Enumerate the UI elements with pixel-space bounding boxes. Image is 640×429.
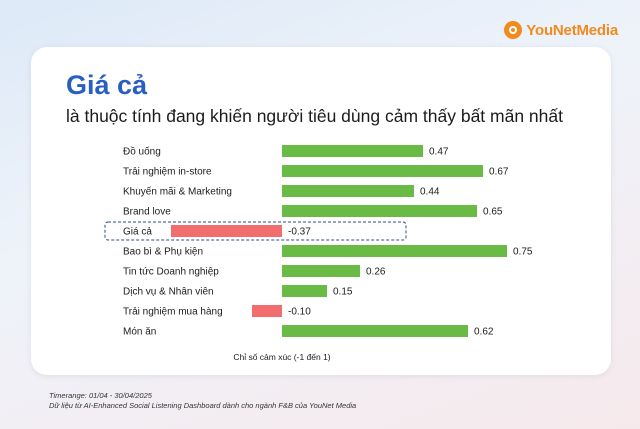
value-label: 0.65 <box>483 207 503 218</box>
category-label: Món ăn <box>123 327 156 338</box>
bar <box>282 265 360 277</box>
value-label: -0.37 <box>288 227 311 238</box>
value-label: -0.10 <box>288 307 311 318</box>
bar <box>282 245 507 257</box>
value-label: 0.44 <box>420 187 440 198</box>
x-axis-label: Chỉ số cảm xúc (-1 đến 1) <box>233 352 330 362</box>
bar <box>282 145 423 157</box>
highlight-box <box>104 221 407 241</box>
value-label: 0.62 <box>474 327 494 338</box>
value-label: 0.47 <box>429 147 449 158</box>
category-label: Bao bì & Phụ kiện <box>123 247 203 258</box>
bar <box>282 285 327 297</box>
sentiment-bar-chart: Đồ uống 0.47 Trải nghiệm in-store 0.67 Khuyế… <box>104 145 533 362</box>
chart-card: Giá cả là thuộc tính đang khiến người ti… <box>31 47 611 375</box>
category-label: Khuyến mãi & Marketing <box>123 186 232 198</box>
footer-source: Dữ liệu từ AI-Enhanced Social Listening … <box>49 401 357 410</box>
bar <box>282 185 414 197</box>
bar <box>282 165 483 177</box>
value-label: 0.26 <box>366 267 386 278</box>
bar <box>282 325 468 337</box>
category-label: Trải nghiệm mua hàng <box>123 307 223 318</box>
category-label: Đồ uống <box>123 146 161 158</box>
chart-title: Giá cả <box>66 70 148 100</box>
category-label: Dịch vụ & Nhân viên <box>123 287 214 298</box>
logo-text: YouNetMedia <box>526 21 618 39</box>
value-label: 0.67 <box>489 167 509 178</box>
category-label: Trải nghiệm in-store <box>123 167 212 178</box>
value-label: 0.75 <box>513 247 533 258</box>
category-label: Tin tức Doanh nghiệp <box>123 267 219 278</box>
chart-subtitle: là thuộc tính đang khiến người tiêu dùng… <box>66 106 563 126</box>
value-label: 0.15 <box>333 287 353 298</box>
younet-media-logo: YouNetMedia <box>504 21 618 39</box>
bar <box>282 205 477 217</box>
younet-logo-icon <box>504 21 523 39</box>
bar <box>252 305 282 317</box>
footer-timerange: Timerange: 01/04 - 30/04/2025 <box>49 391 152 400</box>
category-label: Brand love <box>123 207 171 218</box>
bar <box>171 225 282 237</box>
category-label: Giá cả <box>123 227 152 238</box>
